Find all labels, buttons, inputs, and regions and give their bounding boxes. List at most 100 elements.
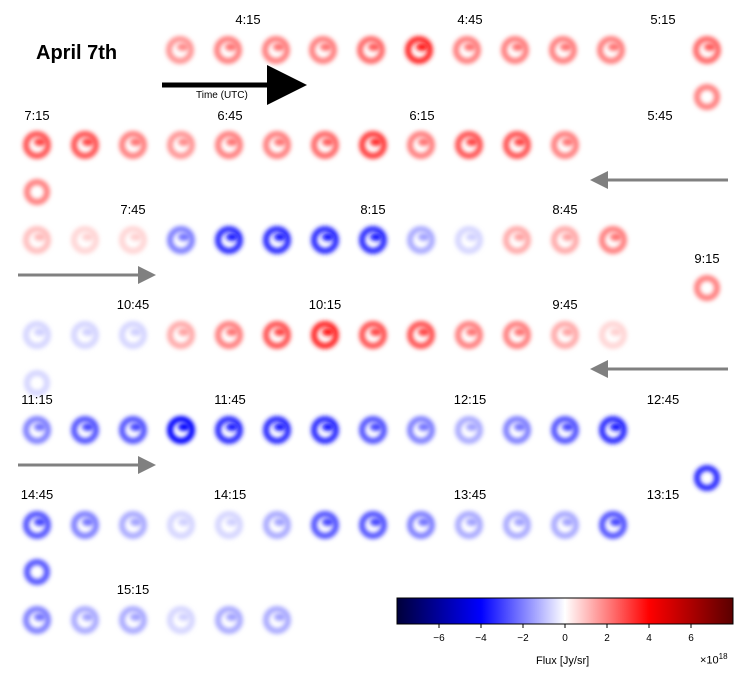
time-label: 15:15 xyxy=(116,582,150,597)
colorbar xyxy=(396,597,734,625)
time-label: 14:15 xyxy=(213,487,247,502)
flux-frame-row7-0 xyxy=(23,606,51,634)
time-label: 11:15 xyxy=(21,392,53,407)
flux-frame-row6-8 xyxy=(407,511,435,539)
time-label: 7:15 xyxy=(24,108,50,123)
flux-frame-row6-5 xyxy=(263,511,291,539)
flux-frame-row5-4 xyxy=(215,416,243,444)
flux-frame-row5-6 xyxy=(311,416,339,444)
flux-frame-row1-10 xyxy=(693,36,721,64)
flux-frame-row6-7 xyxy=(359,511,387,539)
flux-frame-row4-3 xyxy=(167,321,195,349)
flux-frame-row4-5 xyxy=(263,321,291,349)
time-label: 9:15 xyxy=(694,251,720,266)
flux-frame-row2-4 xyxy=(215,131,243,159)
flux-frame-row5-11 xyxy=(551,416,579,444)
time-label: 6:45 xyxy=(217,108,243,123)
time-label: 11:45 xyxy=(214,392,246,407)
flux-frame-row7-2 xyxy=(119,606,147,634)
flux-frame-row2-8 xyxy=(407,131,435,159)
flux-frame-row3-3 xyxy=(167,226,195,254)
flux-frame-row2-0 xyxy=(23,131,51,159)
flux-frame-row5-5 xyxy=(263,416,291,444)
flux-frame-row7-4 xyxy=(215,606,243,634)
colorbar-label: Flux [Jy/sr] xyxy=(536,655,590,667)
flux-frame-row3-9 xyxy=(455,226,483,254)
flux-frame-row1-5 xyxy=(405,36,433,64)
flux-frame-row4-0 xyxy=(23,321,51,349)
flux-frame-row6-9 xyxy=(455,511,483,539)
flux-frame-row4-10 xyxy=(503,321,531,349)
time-label: 14:45 xyxy=(20,487,54,502)
flux-frame-row1-2 xyxy=(262,36,290,64)
flux-frame-row4-11 xyxy=(551,321,579,349)
colorbar-scale: ×1018 xyxy=(700,652,728,667)
flux-frame-row1-8 xyxy=(549,36,577,64)
flux-frame-row2-11 xyxy=(551,131,579,159)
colorbar-tick-label: 6 xyxy=(688,633,694,644)
flux-frame-row2-7 xyxy=(359,131,387,159)
flux-frame-row3-0 xyxy=(23,226,51,254)
time-label: 5:15 xyxy=(650,12,676,27)
time-label: 13:15 xyxy=(646,487,680,502)
time-label: 7:45 xyxy=(120,202,146,217)
flux-frame-row3-10 xyxy=(503,226,531,254)
flux-frame-row5-8 xyxy=(407,416,435,444)
flux-frame-row3-12 xyxy=(599,226,627,254)
flux-frame-row4-4 xyxy=(215,321,243,349)
flux-frame-row5-9 xyxy=(455,416,483,444)
flux-frame-row6-1 xyxy=(71,511,99,539)
flux-frame-row1-7 xyxy=(501,36,529,64)
flux-frame-row1-4 xyxy=(357,36,385,64)
flux-frame-row1-1 xyxy=(214,36,242,64)
flux-frame-row5-12 xyxy=(599,416,627,444)
flux-frame-row6-11 xyxy=(551,511,579,539)
flux-frame-row5-3 xyxy=(167,416,195,444)
time-label: 6:15 xyxy=(409,108,435,123)
colorbar-tick-label: −4 xyxy=(475,633,487,644)
flux-frame-row2-6 xyxy=(311,131,339,159)
time-label: 9:45 xyxy=(552,297,578,312)
colorbar-tick-label: 4 xyxy=(646,633,652,644)
flux-frame-row7-3 xyxy=(167,606,195,634)
flux-frame-row2-5 xyxy=(263,131,291,159)
flux-frame-row5-10 xyxy=(503,416,531,444)
flux-frame-row3-7 xyxy=(359,226,387,254)
flux-frame-row4-1 xyxy=(71,321,99,349)
flux-frame-row7-1 xyxy=(71,606,99,634)
flux-frame-row3-11 xyxy=(551,226,579,254)
flux-frame-row3-6 xyxy=(311,226,339,254)
flux-frame-row4-9 xyxy=(455,321,483,349)
time-label: 5:45 xyxy=(647,108,673,123)
flux-frame-edge-5 xyxy=(24,559,50,585)
flux-frame-row3-1 xyxy=(71,226,99,254)
flux-frame-row2-9 xyxy=(455,131,483,159)
flux-frame-row4-12 xyxy=(599,321,627,349)
time-arrow-caption: Time (UTC) xyxy=(196,90,248,101)
time-label: 13:45 xyxy=(453,487,487,502)
colorbar-tick-label: 2 xyxy=(604,633,610,644)
flux-frame-edge-2 xyxy=(694,275,720,301)
figure-title: April 7th xyxy=(36,42,118,64)
time-label: 12:15 xyxy=(453,392,487,407)
flux-frame-row6-0 xyxy=(23,511,51,539)
flux-frame-row5-1 xyxy=(71,416,99,444)
flux-frame-row5-0 xyxy=(23,416,51,444)
flux-frame-row4-7 xyxy=(359,321,387,349)
flux-frame-row4-8 xyxy=(407,321,435,349)
flux-frame-row6-12 xyxy=(599,511,627,539)
flux-frame-row2-3 xyxy=(167,131,195,159)
flux-frame-row7-5 xyxy=(263,606,291,634)
flux-frame-row3-4 xyxy=(215,226,243,254)
flux-frame-row3-2 xyxy=(119,226,147,254)
time-label: 4:45 xyxy=(457,12,483,27)
colorbar-tick-label: −2 xyxy=(517,633,529,644)
flux-frame-row1-3 xyxy=(309,36,337,64)
flux-frame-row2-10 xyxy=(503,131,531,159)
flux-frame-row6-4 xyxy=(215,511,243,539)
flux-frame-row2-2 xyxy=(119,131,147,159)
flux-frame-edge-3 xyxy=(24,370,50,396)
flux-frame-row3-5 xyxy=(263,226,291,254)
